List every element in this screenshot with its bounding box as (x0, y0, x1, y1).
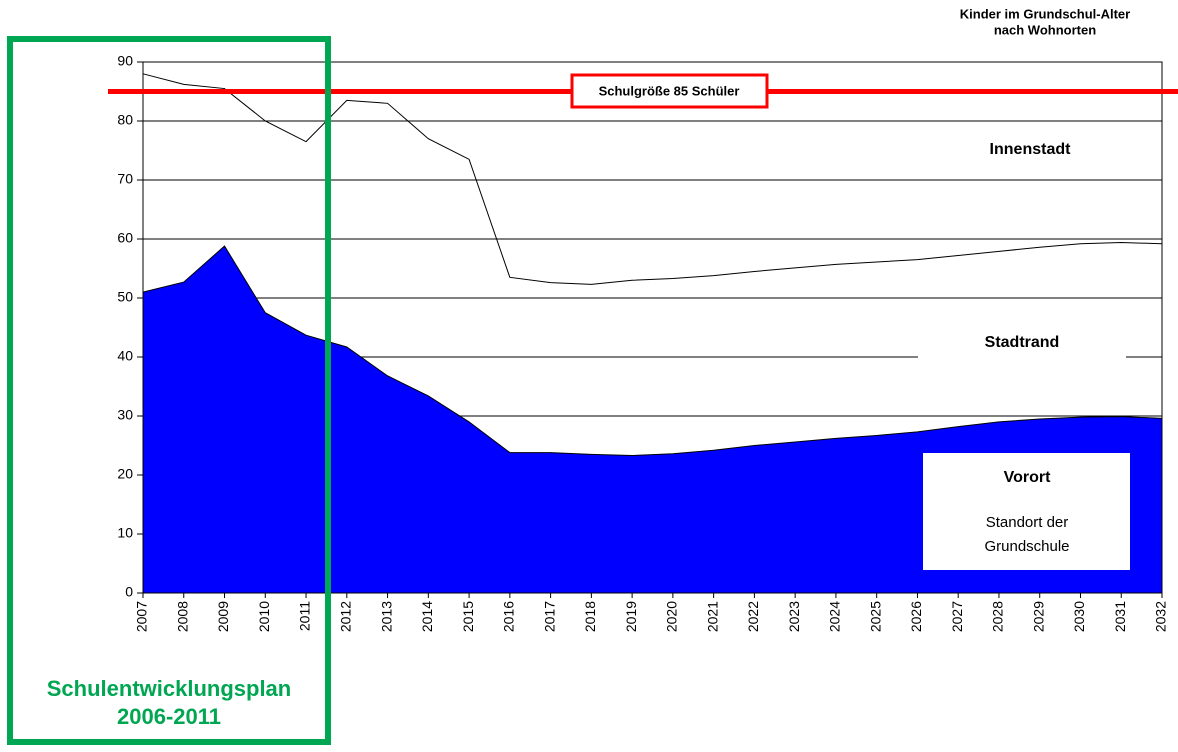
region-note: Grundschule (984, 538, 1069, 555)
x-tick-label: 2015 (460, 601, 476, 632)
x-tick-label: 2010 (256, 601, 272, 632)
x-tick-label: 2008 (174, 601, 190, 632)
plot-frame (142, 61, 1163, 594)
x-tick-label: 2028 (990, 601, 1006, 632)
x-tick-label: 2012 (338, 601, 354, 632)
x-tick-label: 2021 (704, 601, 720, 632)
y-tick-label: 60 (117, 230, 133, 246)
y-tick-label: 80 (117, 112, 133, 128)
highlight-label: 2006-2011 (117, 704, 221, 729)
y-tick-label: 90 (117, 53, 133, 69)
x-tick-label: 2024 (827, 601, 843, 632)
region-label: Vorort (1004, 469, 1051, 486)
x-tick-label: 2011 (297, 601, 313, 631)
x-tick-label: 2026 (908, 601, 924, 632)
x-tick-label: 2007 (134, 601, 150, 632)
x-tick-label: 2016 (501, 601, 517, 632)
x-tick-label: 2030 (1071, 601, 1087, 632)
x-tick-label: 2018 (582, 601, 598, 632)
reference-label: Schulgröße 85 Schüler (599, 83, 740, 98)
x-tick-label: 2013 (378, 601, 394, 632)
x-tick-label: 2009 (215, 601, 231, 632)
y-tick-label: 30 (117, 407, 133, 423)
x-tick-label: 2023 (786, 601, 802, 632)
x-tick-label: 2027 (949, 601, 965, 632)
chart-title: nach Wohnorten (994, 22, 1096, 37)
region-note: Standort der (986, 514, 1069, 531)
x-tick-label: 2017 (541, 601, 557, 632)
y-tick-label: 0 (125, 584, 133, 600)
y-tick-label: 50 (117, 289, 133, 305)
x-tick-label: 2029 (1030, 601, 1046, 632)
y-tick-label: 70 (117, 171, 133, 187)
y-tick-label: 20 (117, 466, 133, 482)
label-box (923, 453, 1130, 570)
highlight-box (7, 36, 331, 745)
region-label: Stadtrand (985, 334, 1060, 351)
x-tick-label: 2020 (664, 601, 680, 632)
label-bg (918, 325, 1126, 365)
x-tick-label: 2019 (623, 601, 639, 632)
y-tick-label: 40 (117, 348, 133, 364)
x-tick-label: 2022 (745, 601, 761, 632)
chart-title: Kinder im Grundschul-Alter (960, 6, 1130, 21)
reference-label-box (570, 73, 769, 109)
highlight-label: Schulentwicklungsplan (47, 676, 291, 701)
area (142, 245, 1163, 594)
y-tick-label: 10 (117, 525, 133, 541)
x-tick-label: 2032 (1153, 601, 1169, 632)
region-label: Innenstadt (990, 141, 1072, 158)
x-tick-label: 2014 (419, 601, 435, 632)
x-tick-label: 2031 (1112, 601, 1128, 632)
x-tick-label: 2025 (867, 601, 883, 632)
line (142, 73, 1163, 285)
